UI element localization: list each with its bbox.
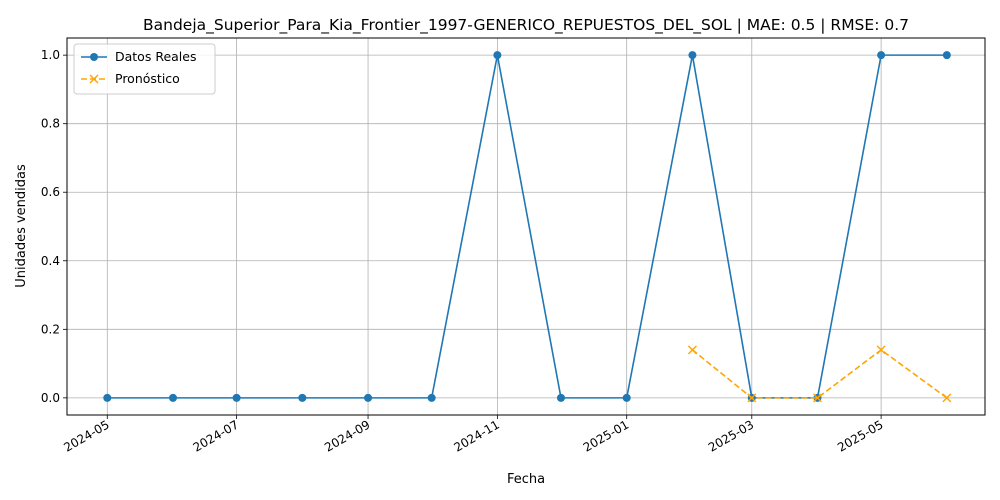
y-tick-label: 0.2: [41, 322, 60, 336]
data-point: [688, 51, 697, 60]
y-tick-label: 0.0: [41, 391, 60, 405]
legend-marker: [89, 74, 99, 84]
data-point: [103, 393, 112, 402]
y-tick-label: 0.6: [41, 185, 60, 199]
x-tick-label: 2024-09: [322, 417, 372, 454]
data-point: [876, 345, 886, 355]
y-axis: 0.0 0.2 0.4 0.6 0.8 1.0: [41, 48, 67, 405]
y-tick-label: 0.8: [41, 117, 60, 131]
grid-layer: [67, 38, 985, 415]
data-point: [169, 393, 178, 402]
chart-title: Bandeja_Superior_Para_Kia_Frontier_1997-…: [143, 16, 909, 35]
x-axis: 2024-05 2024-07 2024-09 2024-11 2025-01 2025-…: [61, 415, 886, 455]
data-point: [427, 393, 436, 402]
data-point: [298, 393, 307, 402]
data-point: [493, 51, 502, 60]
legend-marker: [90, 53, 98, 61]
y-axis-label: Unidades vendidas: [14, 164, 29, 288]
legend-label: Pronóstico: [115, 71, 180, 86]
y-tick-label: 0.4: [41, 254, 60, 268]
data-point: [556, 393, 565, 402]
data-point: [942, 51, 951, 60]
x-tick-label: 2025-03: [706, 417, 756, 454]
data-point: [232, 393, 241, 402]
x-tick-label: 2024-07: [191, 417, 241, 454]
data-point-stroke: [813, 393, 823, 403]
plot-frame: [66, 37, 986, 416]
x-axis-label: Fecha: [507, 472, 545, 487]
data-point: [622, 393, 631, 402]
series-layer: [103, 51, 952, 403]
x-tick-label: 2025-05: [835, 417, 885, 454]
data-point-stroke: [942, 393, 952, 403]
legend: Datos Reales Pronóstico: [73, 43, 216, 95]
data-point-stroke: [687, 345, 697, 355]
y-tick-label: 1.0: [41, 48, 60, 62]
x-tick-label: 2024-11: [451, 417, 501, 454]
data-point: [747, 393, 757, 403]
data-point: [364, 393, 373, 402]
x-tick-label: 2024-05: [61, 417, 111, 454]
data-point: [687, 345, 697, 355]
legend-box: [73, 43, 216, 95]
data-point-stroke: [747, 393, 757, 403]
series-line-pronostico: [691, 348, 948, 399]
data-point: [942, 393, 952, 403]
data-point-stroke: [876, 345, 886, 355]
series-line-datos-reales: [107, 54, 947, 399]
data-point: [877, 51, 886, 60]
data-point: [813, 393, 823, 403]
x-tick-label: 2025-01: [581, 417, 631, 454]
legend-label: Datos Reales: [115, 49, 196, 64]
